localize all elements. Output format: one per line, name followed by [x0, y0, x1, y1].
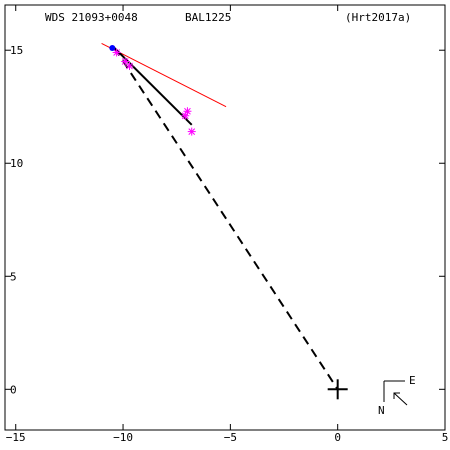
motion-arrow-head [393, 392, 400, 399]
x-tick-label: −15 [6, 431, 26, 444]
observation-stroke [126, 62, 133, 70]
observation-stroke [113, 49, 120, 56]
orbit-arc [113, 47, 193, 126]
y-tick-label: 5 [10, 270, 17, 283]
x-tick-label: 0 [334, 431, 341, 444]
compass-north-label: N [378, 404, 385, 417]
x-tick-label: 5 [442, 431, 449, 444]
first-observation [109, 44, 116, 51]
discoverer-code: BAL1225 [185, 11, 231, 24]
observation-point [112, 48, 121, 57]
plot-marks [101, 42, 348, 400]
y-tick-label: 0 [10, 383, 17, 396]
axes: −15 −10 −5 0 5 0 5 10 15 [5, 5, 448, 444]
trend-line [101, 42, 227, 108]
observation-point [181, 111, 190, 120]
observation-stroke [121, 58, 129, 65]
y-tick-label: 10 [10, 157, 23, 170]
x-tick-label: −10 [113, 431, 133, 444]
compass: E N [378, 374, 416, 417]
observation-stroke [181, 112, 189, 120]
y-tick-label: 15 [10, 44, 23, 57]
compass-east-label: E [409, 374, 416, 387]
observation-point [125, 62, 134, 71]
node-line [113, 47, 339, 390]
motion-arrow [393, 392, 408, 406]
x-tick-label: −5 [224, 431, 237, 444]
observation-point [187, 127, 196, 136]
wds-id: WDS 21093+0048 [45, 11, 138, 24]
plot-frame [4, 4, 446, 431]
reference-code: (Hrt2017a) [345, 11, 411, 24]
observation-stroke [188, 128, 196, 135]
